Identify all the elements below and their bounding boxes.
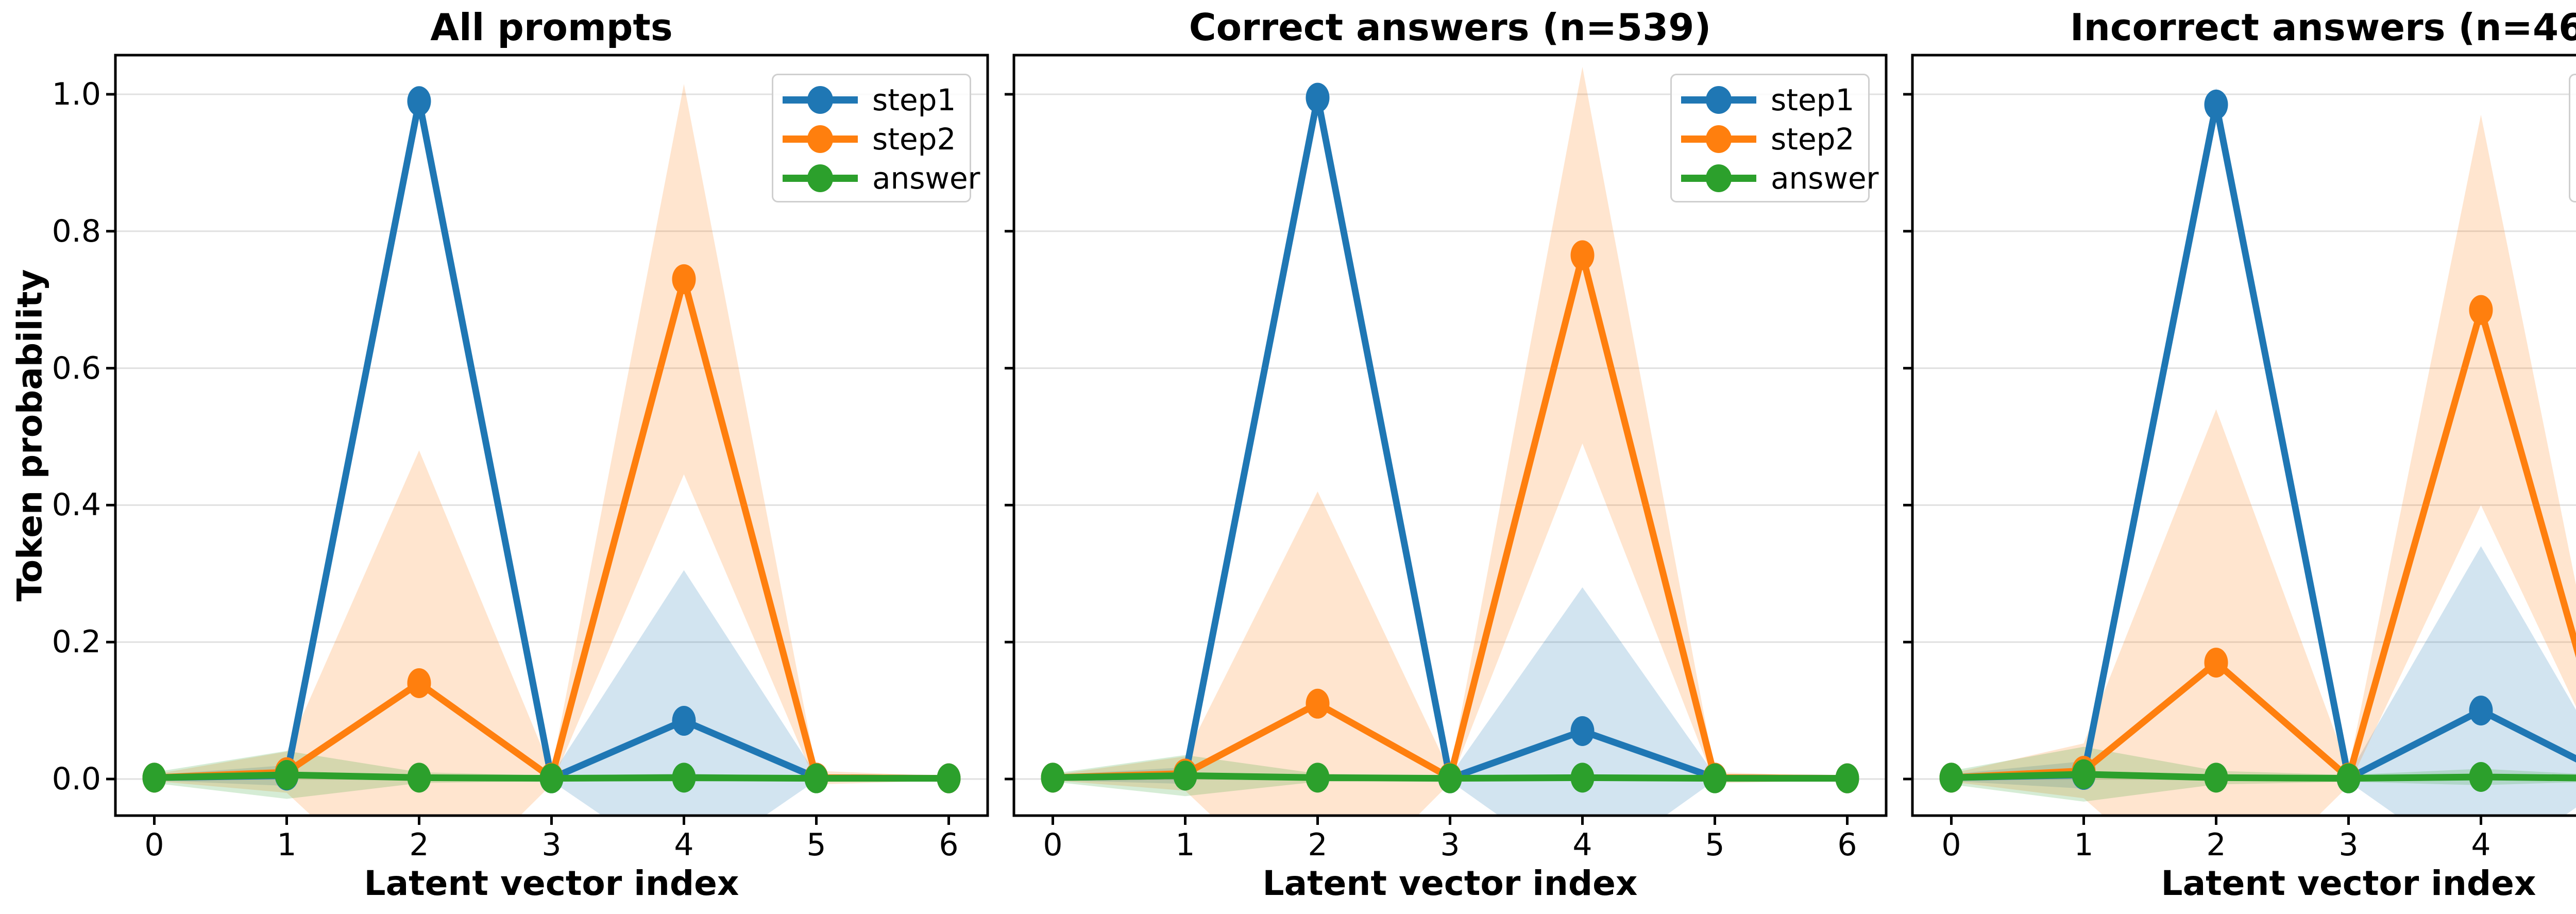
legend-item-label: step2 [1771,122,1855,157]
legend-item-answer: answer [782,159,980,198]
panel-title: All prompts [430,6,673,49]
legend-item-step2: step2 [782,120,970,159]
x-tick-label: 1 [1175,827,1195,863]
legend-item-label: step2 [872,122,956,157]
x-axis-label: Latent vector index [364,864,739,903]
step1-series-marker-icon [783,86,858,114]
y-tick-label: 0.0 [52,761,101,797]
x-tick-label: 5 [1705,827,1725,863]
x-tick-label: 2 [409,827,429,863]
step1-series-marker-icon [1681,86,1756,114]
legend-item-label: answer [872,161,980,196]
legend-item-step1: step1 [782,80,970,120]
x-tick-label: 4 [2471,827,2491,863]
y-tick-label: 0.6 [52,350,101,386]
legend: step1 step2 answer [1670,74,1879,202]
x-tick-label: 0 [1043,827,1063,863]
x-tick-label: 2 [1308,827,1328,863]
x-tick-label: 4 [1572,827,1592,863]
legend-item-step2: step2 [1680,120,1868,159]
panel-title: Correct answers (n=539) [1189,6,1711,49]
answer-series-marker-icon [783,164,858,192]
y-axis-label: Token probability [10,269,50,602]
legend: step1 step2 answer [772,74,980,202]
x-axis-label: Latent vector index [2161,864,2536,903]
x-tick-label: 3 [541,827,562,863]
legend-item-step1: step1 [1680,80,1868,120]
x-tick-label: 1 [277,827,297,863]
legend-item-label: answer [1771,161,1879,196]
y-tick-label: 1.0 [52,76,101,112]
x-tick-label: 4 [674,827,694,863]
x-tick-label: 0 [1941,827,1961,863]
x-tick-label: 0 [144,827,164,863]
x-tick-label: 5 [806,827,826,863]
x-tick-label: 2 [2206,827,2226,863]
y-tick-label: 0.2 [52,624,101,661]
y-tick-label: 0.8 [52,213,101,249]
y-tick-label: 0.4 [52,487,101,523]
panel-title: Incorrect answers (n=461) [2070,6,2576,49]
step2-series-marker-icon [783,125,858,153]
x-tick-label: 3 [2338,827,2359,863]
answer-series-marker-icon [1681,164,1756,192]
legend-item-label: step1 [1771,82,1855,117]
step2-series-marker-icon [1681,125,1756,153]
legend-item-answer: answer [1680,159,1879,198]
x-axis-label: Latent vector index [1262,864,1638,903]
legend-item-label: step1 [872,82,956,117]
x-tick-label: 6 [939,827,959,863]
x-tick-label: 1 [2074,827,2094,863]
x-tick-label: 3 [1440,827,1460,863]
x-tick-label: 6 [1837,827,1857,863]
